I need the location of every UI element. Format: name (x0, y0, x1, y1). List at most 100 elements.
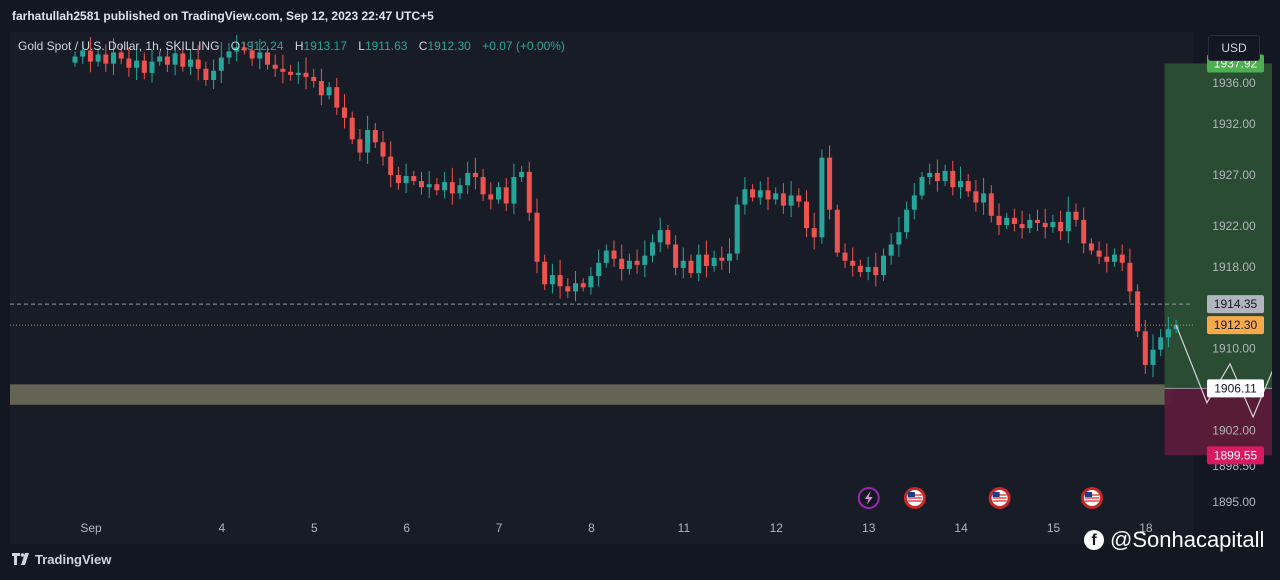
candle-body (1112, 254, 1117, 262)
take-profit-zone (1164, 63, 1272, 389)
candle-body (1119, 254, 1125, 263)
candle-body (796, 195, 802, 202)
candle-body (1081, 219, 1087, 244)
candle-body (303, 72, 309, 77)
candle-body (1058, 221, 1064, 232)
entry-price-label: 1906.11 (1214, 381, 1257, 395)
candle-body (896, 232, 902, 245)
candle-body (650, 242, 655, 256)
candle-body (557, 275, 563, 287)
watermark-text: @Sonhacapitall (1110, 527, 1265, 552)
x-tick-label: 11 (678, 521, 691, 535)
candle-body (426, 184, 432, 188)
candle-body (988, 193, 994, 216)
x-tick-label: 13 (862, 521, 876, 535)
last-price-label-bg (1207, 316, 1264, 335)
y-tick-label: 1936.00 (1212, 76, 1256, 90)
candle-body (804, 201, 809, 229)
x-tick-label: 7 (496, 521, 503, 535)
candle-body (295, 72, 301, 75)
candle-body (603, 250, 609, 263)
candle-body (850, 260, 856, 266)
candle-body (72, 56, 78, 63)
candle-body (580, 283, 586, 288)
us-flag-icon-canton (907, 492, 915, 497)
candle-body (881, 255, 886, 276)
candle-body (811, 228, 817, 238)
stop-loss-price-label-bg (1207, 446, 1264, 465)
candle-body (1011, 217, 1017, 224)
candle-body (288, 71, 294, 75)
legend-low-label: L (358, 39, 365, 53)
candle-body (1165, 329, 1171, 338)
candle-body (634, 260, 640, 265)
candle-body (819, 157, 825, 238)
y-tick-label: 1910.00 (1212, 342, 1256, 356)
legend-high-label: H (294, 39, 304, 53)
legend-high-value: 1913.17 (303, 39, 347, 53)
candle-body (388, 156, 394, 175)
candle-body (218, 57, 224, 71)
y-tick-label: 1932.00 (1212, 117, 1256, 131)
candle-body (942, 170, 948, 182)
tradingview-logo[interactable]: TradingView (12, 552, 111, 567)
candle-body (349, 117, 355, 140)
candle-body (757, 190, 763, 198)
x-tick-label: 5 (311, 521, 318, 535)
candle-body (511, 177, 517, 204)
previous-close-price-label: 1914.35 (1214, 297, 1258, 311)
y-tick-label: 1902.00 (1212, 423, 1256, 437)
facebook-icon: f (1084, 530, 1104, 550)
candle-body (172, 53, 178, 65)
candle-body (111, 52, 116, 64)
candle-body (257, 52, 263, 59)
x-tick-label: 12 (770, 521, 784, 535)
chart-area[interactable]: 1936.00 1932.00 1927.00 1922.00 1918.00 1910.… (10, 32, 1272, 544)
candle-body (1004, 217, 1010, 226)
candle-body (588, 276, 594, 288)
y-tick-label: 1922.00 (1212, 219, 1256, 233)
time-axis-panel (10, 512, 1193, 544)
candle-body (1104, 256, 1110, 262)
candle-body (534, 212, 540, 262)
projected-path-line (1175, 324, 1272, 419)
candle-body (619, 258, 625, 269)
candle-body (519, 171, 525, 178)
candle-body (380, 142, 386, 157)
tradingview-logo-icon (12, 553, 29, 565)
candle-body (780, 193, 786, 206)
candle-body (981, 193, 987, 203)
top-bar: farhatullah2581 published on TradingView… (0, 0, 1280, 32)
candle-body (719, 257, 725, 261)
chart-legend: Gold Spot / U.S. Dollar, 1h, SKILLING O1… (18, 39, 565, 53)
candle-body (1173, 325, 1179, 330)
candle-body (1096, 250, 1102, 257)
candle-body (680, 260, 686, 268)
candle-body (211, 70, 217, 80)
candle-body (419, 181, 424, 188)
candle-body (342, 107, 347, 118)
us-flag-icon-canton (992, 492, 1000, 497)
candle-body (688, 260, 694, 274)
candle-body (657, 230, 663, 243)
candle-body (734, 204, 740, 254)
currency-button[interactable]: USD (1208, 35, 1260, 61)
us-flag-icon-canton (1085, 492, 1092, 497)
candle-body (195, 59, 201, 69)
candle-body (1065, 211, 1071, 232)
candle-body (149, 61, 155, 73)
candle-body (465, 172, 471, 186)
last-price-label: 1912.30 (1214, 318, 1258, 332)
candle-body (1135, 291, 1141, 332)
support-zone (10, 384, 1172, 405)
candle-body (542, 261, 548, 285)
candle-body (164, 56, 170, 65)
candle-body (311, 76, 317, 82)
price-chart[interactable]: 1936.00 1932.00 1927.00 1922.00 1918.00 1910.… (10, 32, 1272, 544)
y-tick-label: 1927.00 (1212, 168, 1256, 182)
candle-body (326, 87, 332, 96)
candle-body (226, 51, 232, 58)
candle-body (958, 181, 963, 188)
candle-body (87, 50, 93, 62)
candle-body (249, 50, 255, 59)
